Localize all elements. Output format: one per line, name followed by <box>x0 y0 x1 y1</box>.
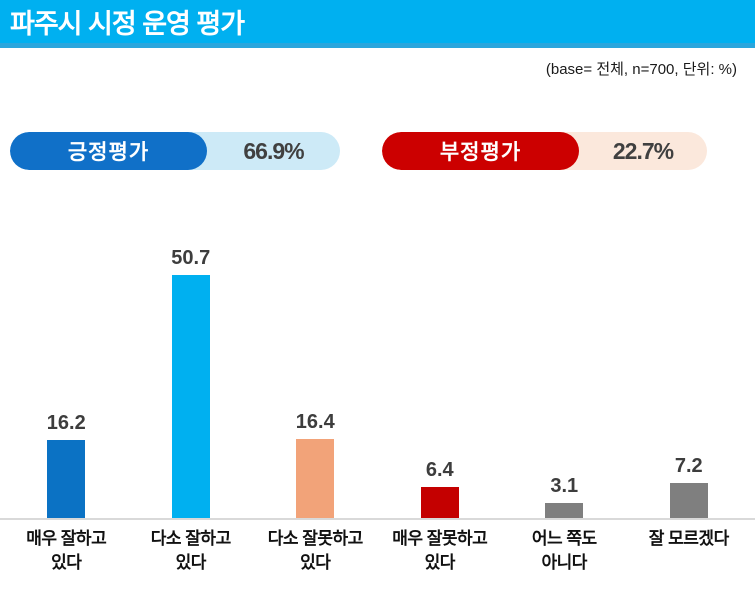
category-label: 어느 쪽도 아니다 <box>531 529 597 572</box>
summary-row: 긍정평가 66.9% 부정평가 22.7% <box>0 132 755 170</box>
category-label: 매우 잘못하고 있다 <box>392 529 488 572</box>
bar-column: 6.4 <box>378 230 503 518</box>
bar <box>171 275 210 518</box>
bar <box>296 439 335 518</box>
bar-value-label: 16.4 <box>295 411 335 433</box>
category-labels: 매우 잘하고 있다 다소 잘하고 있다 다소 잘못하고 있다 매우 잘못하고 있다 어느… <box>0 520 755 575</box>
title-bar-underline <box>0 43 755 48</box>
bar <box>47 440 86 518</box>
positive-summary-pill: 긍정평가 66.9% <box>10 132 340 170</box>
bar-column: 3.1 <box>502 230 627 518</box>
bar-value-label: 50.7 <box>171 247 211 269</box>
bar-column: 16.4 <box>253 230 378 518</box>
bar-value-label: 16.2 <box>46 412 86 434</box>
bar-column: 50.7 <box>129 230 254 518</box>
bar <box>420 487 459 518</box>
bar <box>545 503 584 518</box>
base-note: (base= 전체, n=700, 단위: %) <box>545 61 737 78</box>
page-title: 파주시 시정 운영 평가 <box>10 9 245 39</box>
negative-summary-pill: 부정평가 22.7% <box>382 132 707 170</box>
x-axis-line <box>0 518 755 520</box>
positive-value: 66.9% <box>243 137 304 164</box>
title-bar: 파주시 시정 운영 평가 <box>0 0 755 43</box>
positive-label: 긍정평가 <box>10 132 207 170</box>
bar-chart: 16.2 50.7 16.4 6.4 3.1 7.2 <box>0 230 755 518</box>
category-label: 매우 잘하고 있다 <box>26 529 107 572</box>
bar-value-label: 7.2 <box>674 455 703 477</box>
negative-value: 22.7% <box>612 137 674 164</box>
bar-value-label: 6.4 <box>425 459 454 481</box>
category-label: 다소 잘하고 있다 <box>150 529 231 572</box>
category-label: 다소 잘못하고 있다 <box>267 529 364 572</box>
negative-label: 부정평가 <box>382 132 579 170</box>
category-label: 잘 모르겠다 <box>648 529 729 548</box>
bar <box>669 483 708 518</box>
bar-column: 16.2 <box>4 230 129 518</box>
bar-column: 7.2 <box>627 230 752 518</box>
bar-value-label: 3.1 <box>550 475 579 497</box>
